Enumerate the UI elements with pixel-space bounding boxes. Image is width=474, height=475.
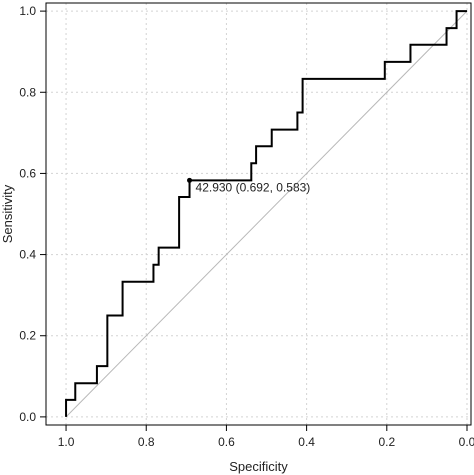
x-tick-label-1: 0.8 xyxy=(138,435,155,449)
roc-curve-line xyxy=(65,10,467,417)
y-axis: 0.0 0.2 0.4 0.6 0.8 1.0 xyxy=(19,4,46,424)
y-tick-label-4: 0.8 xyxy=(19,85,36,99)
y-tick-label-0: 0.0 xyxy=(19,410,36,424)
y-tick-label-1: 0.2 xyxy=(19,329,36,343)
plot-frame xyxy=(45,2,472,426)
x-axis: 1.0 0.8 0.6 0.4 0.2 0.0 xyxy=(58,425,474,449)
annotation-layer: 42.930 (0.692, 0.583) xyxy=(187,177,311,194)
y-tick-label-3: 0.6 xyxy=(19,166,36,180)
x-tick-label-5: 0.0 xyxy=(459,435,474,449)
reference-diagonal-line xyxy=(65,10,468,418)
x-tick-label-4: 0.2 xyxy=(378,435,395,449)
y-tick-label-2: 0.4 xyxy=(19,248,36,262)
x-axis-title: Specificity xyxy=(229,459,288,474)
y-axis-title: Sensitivity xyxy=(0,184,15,243)
grid-layer xyxy=(46,3,471,425)
x-tick-label-0: 1.0 xyxy=(58,435,75,449)
threshold-point xyxy=(187,177,193,183)
y-tick-label-5: 1.0 xyxy=(19,4,36,18)
x-tick-label-3: 0.4 xyxy=(298,435,315,449)
x-tick-label-2: 0.6 xyxy=(218,435,235,449)
threshold-annotation: 42.930 (0.692, 0.583) xyxy=(196,180,311,194)
